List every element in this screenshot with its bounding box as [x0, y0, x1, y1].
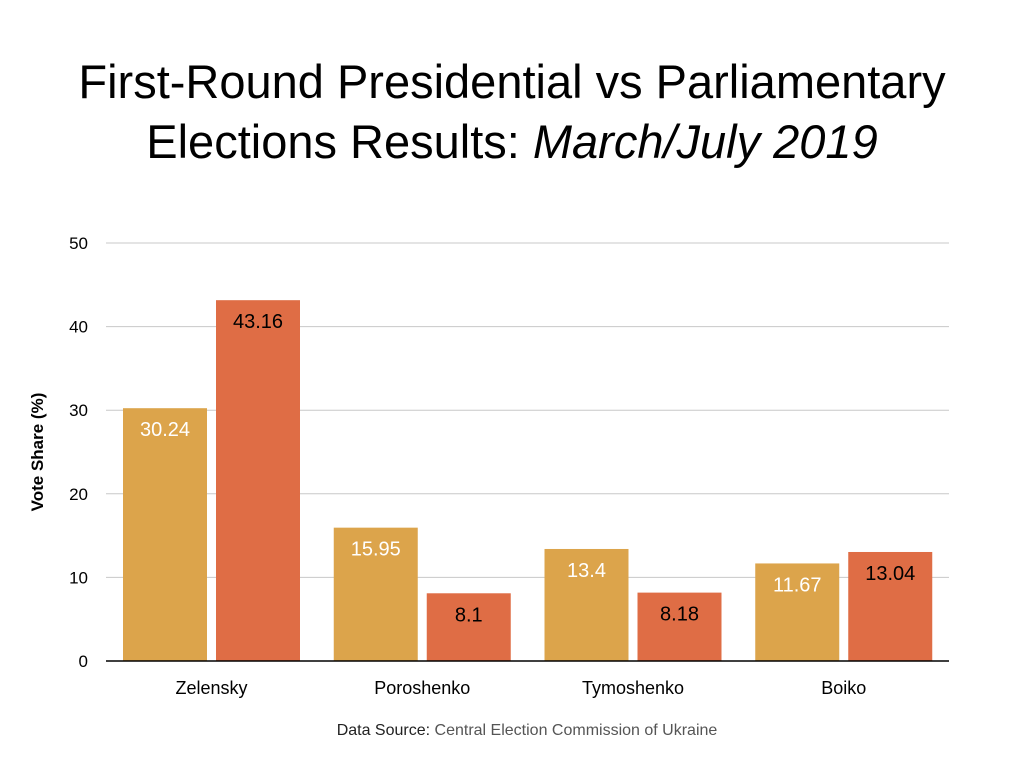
bar-zelensky-series-1 — [123, 408, 207, 661]
data-source-note: Data Source: Central Election Commission… — [0, 722, 1024, 740]
data-label-tymoshenko-series-1: 13.4 — [567, 560, 606, 582]
y-tick-label-40: 40 — [69, 318, 88, 337]
data-label-poroshenko-series-1: 15.95 — [351, 539, 401, 561]
chart-title-line2: Elections Results: March/July 2019 — [0, 112, 1024, 172]
y-tick-label-10: 10 — [69, 568, 88, 587]
y-tick-label-20: 20 — [69, 485, 88, 504]
data-label-boiko-series-2: 13.04 — [865, 563, 915, 585]
x-tick-label-tymoshenko: Tymoshenko — [582, 678, 684, 698]
chart-title-line1: First-Round Presidential vs Parliamentar… — [78, 55, 946, 108]
bar-tymoshenko-series-2 — [637, 592, 722, 661]
x-tick-label-boiko: Boiko — [821, 678, 866, 698]
data-label-boiko-series-1: 11.67 — [773, 574, 822, 596]
data-label-poroshenko-series-2: 8.1 — [455, 604, 483, 626]
chart-title: First-Round Presidential vs Parliamentar… — [0, 52, 1024, 172]
x-tick-label-zelensky: Zelensky — [175, 678, 247, 698]
bar-poroshenko-series-2 — [426, 593, 511, 661]
y-tick-label-0: 0 — [79, 652, 88, 671]
y-axis-label: Vote Share (%) — [28, 393, 47, 512]
bar-boiko-series-2 — [848, 551, 933, 661]
bar-zelensky-series-2 — [216, 300, 300, 661]
chart-title-line2-plain: Elections Results: — [146, 115, 533, 168]
data-source-value: Central Election Commission of Ukraine — [434, 722, 718, 739]
y-tick-label-50: 50 — [69, 234, 88, 253]
chart-title-line2-italic: March/July 2019 — [532, 115, 878, 168]
bar-poroshenko-series-1 — [333, 527, 418, 661]
data-label-zelensky-series-1: 30.24 — [140, 419, 190, 441]
bar-boiko-series-1 — [755, 563, 840, 661]
y-tick-label-30: 30 — [69, 401, 88, 420]
data-source-label: Data Source: — [336, 722, 431, 739]
data-label-tymoshenko-series-2: 8.18 — [660, 604, 699, 626]
data-label-zelensky-series-2: 43.16 — [233, 311, 283, 333]
x-tick-label-poroshenko: Poroshenko — [374, 678, 470, 698]
bar-tymoshenko-series-1 — [544, 548, 629, 661]
